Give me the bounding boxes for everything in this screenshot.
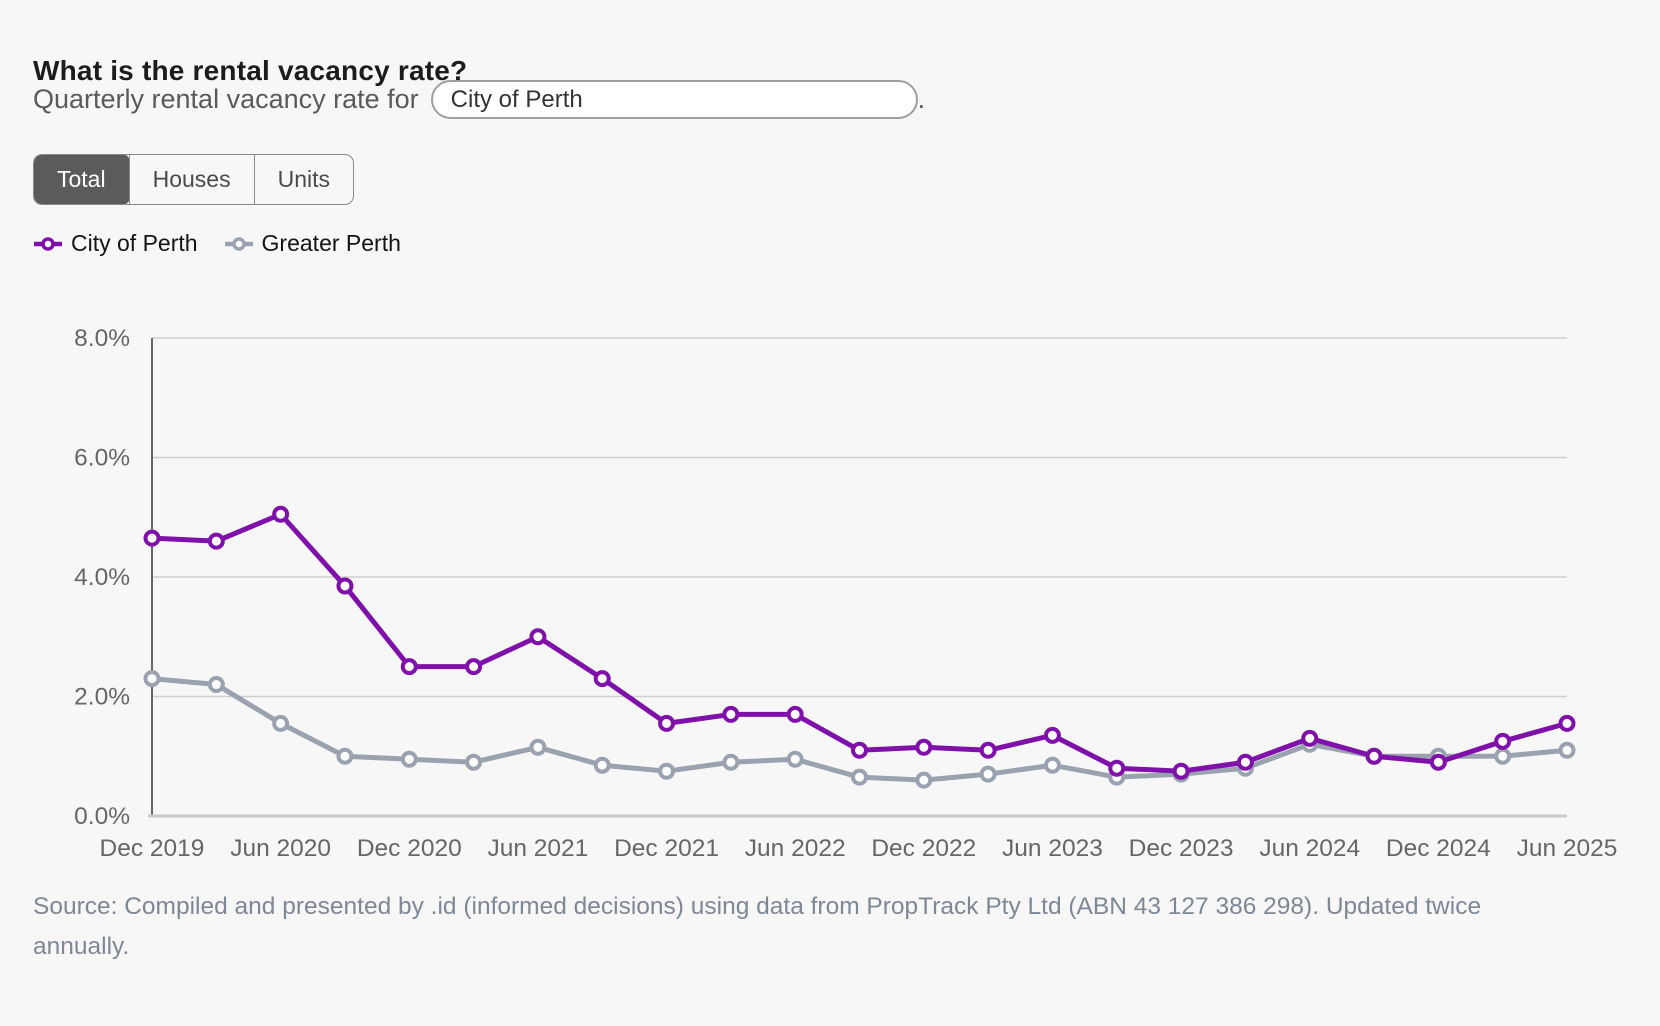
vacancy-rate-line-chart: 0.0% 2.0% 4.0% 6.0% 8.0% Dec 2019 Jun 2020 Dec …	[74, 325, 1618, 862]
data-point-city-of-perth[interactable]	[1301, 729, 1319, 747]
y-axis-tick-label: 2.0%	[74, 684, 130, 711]
data-point-city-of-perth[interactable]	[851, 741, 868, 759]
y-axis-tick-label: 4.0%	[74, 564, 130, 591]
area-select-value: City of Perth	[450, 85, 583, 113]
page-title: What is the rental vacancy rate?	[33, 54, 468, 86]
data-point-greater-perth[interactable]	[336, 747, 354, 765]
legend-item-city-of-perth[interactable]: City of Perth	[33, 230, 198, 257]
data-point-city-of-perth[interactable]	[979, 741, 997, 759]
data-point-greater-perth[interactable]	[465, 753, 483, 771]
x-axis-tick-label: Dec 2019	[100, 835, 205, 862]
data-point-city-of-perth[interactable]	[1494, 732, 1512, 750]
legend-label: Greater Perth	[261, 230, 401, 256]
data-point-city-of-perth[interactable]	[1429, 753, 1447, 771]
data-point-city-of-perth[interactable]	[722, 705, 740, 723]
x-axis-tick-label: Jun 2023	[1002, 835, 1103, 862]
data-point-city-of-perth[interactable]	[1172, 762, 1190, 780]
x-axis-tick-label: Dec 2023	[1129, 835, 1234, 862]
data-point-greater-perth[interactable]	[529, 738, 547, 756]
data-point-city-of-perth[interactable]	[336, 577, 354, 595]
x-axis-tick-label: Dec 2024	[1386, 835, 1491, 862]
data-point-city-of-perth[interactable]	[207, 532, 225, 550]
data-point-city-of-perth[interactable]	[465, 658, 483, 676]
data-point-greater-perth[interactable]	[400, 750, 418, 768]
tab-houses[interactable]: Houses	[128, 155, 254, 205]
subtitle-suffix: .	[917, 84, 926, 114]
data-point-city-of-perth[interactable]	[272, 505, 290, 523]
dwelling-type-tabs: Total Houses Units	[33, 154, 354, 206]
data-point-greater-perth[interactable]	[979, 765, 997, 783]
chart-legend: City of Perth Greater Perth	[33, 230, 401, 257]
data-point-city-of-perth[interactable]	[1043, 726, 1061, 744]
x-axis-tick-label: Jun 2021	[488, 835, 589, 862]
data-point-greater-perth[interactable]	[722, 753, 740, 771]
y-axis-tick-label: 6.0%	[74, 445, 130, 472]
data-point-city-of-perth[interactable]	[1365, 747, 1383, 765]
legend-item-greater-perth[interactable]: Greater Perth	[224, 230, 401, 257]
y-axis-tick-label: 8.0%	[74, 325, 130, 352]
data-point-city-of-perth[interactable]	[658, 714, 676, 732]
data-point-greater-perth[interactable]	[1043, 756, 1061, 774]
data-point-greater-perth[interactable]	[1558, 741, 1576, 759]
x-axis-tick-label: Dec 2020	[357, 835, 462, 862]
data-point-city-of-perth[interactable]	[1236, 753, 1254, 771]
x-axis-tick-label: Dec 2021	[614, 835, 719, 862]
tab-total[interactable]: Total	[33, 155, 130, 205]
y-axis-tick-label: 0.0%	[74, 803, 130, 830]
series-line-greater-perth	[149, 676, 1570, 783]
data-point-city-of-perth[interactable]	[529, 628, 547, 646]
line-marker-icon	[224, 236, 253, 251]
data-point-greater-perth[interactable]	[1494, 747, 1512, 765]
data-point-greater-perth[interactable]	[593, 756, 611, 774]
x-axis-tick-label: Jun 2024	[1259, 835, 1360, 862]
x-axis-tick-label: Jun 2022	[745, 835, 846, 862]
data-point-greater-perth[interactable]	[851, 768, 868, 786]
data-point-city-of-perth[interactable]	[1558, 714, 1576, 732]
data-point-greater-perth[interactable]	[272, 714, 290, 732]
x-axis-tick-label: Dec 2022	[871, 835, 976, 862]
subtitle: Quarterly rental vacancy rate for City o…	[33, 80, 925, 119]
data-point-greater-perth[interactable]	[786, 750, 804, 768]
data-point-city-of-perth[interactable]	[915, 738, 933, 756]
area-select[interactable]: City of Perth	[430, 80, 918, 119]
data-point-greater-perth[interactable]	[915, 771, 933, 789]
data-point-city-of-perth[interactable]	[400, 658, 418, 676]
line-marker-icon	[34, 236, 62, 251]
legend-label: City of Perth	[71, 230, 198, 256]
tab-units[interactable]: Units	[253, 155, 353, 205]
subtitle-prefix: Quarterly rental vacancy rate for	[33, 84, 419, 114]
data-point-city-of-perth[interactable]	[786, 705, 804, 723]
data-point-city-of-perth[interactable]	[593, 670, 611, 688]
x-axis-tick-label: Jun 2025	[1517, 835, 1618, 862]
x-axis-tick-label: Jun 2020	[230, 835, 331, 862]
series-line-city-of-perth	[149, 511, 1570, 774]
data-point-greater-perth[interactable]	[207, 676, 225, 694]
data-point-city-of-perth[interactable]	[1108, 759, 1126, 777]
data-point-city-of-perth[interactable]	[143, 529, 161, 547]
source-note: Source: Compiled and presented by .id (i…	[33, 892, 1482, 960]
data-point-greater-perth[interactable]	[143, 670, 161, 688]
data-point-greater-perth[interactable]	[658, 762, 676, 780]
